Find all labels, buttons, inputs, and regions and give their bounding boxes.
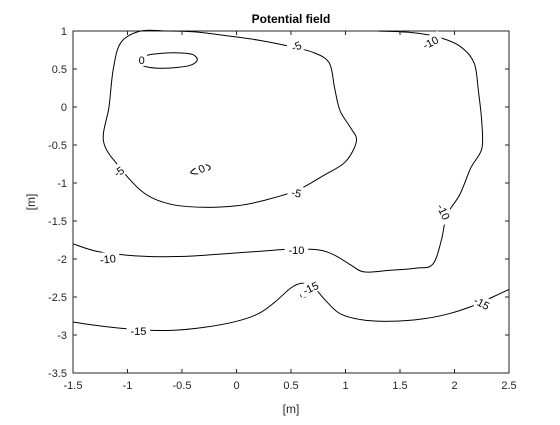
x-tick-label: -1.5 xyxy=(64,380,83,392)
contour-label-bg xyxy=(193,160,209,177)
contour-line-level-neg10 xyxy=(72,30,484,273)
y-tick-label: -2.5 xyxy=(48,292,67,304)
y-tick-label: -1.5 xyxy=(48,216,67,228)
contour-label-text: 0 xyxy=(139,55,145,67)
y-tick-label: -1 xyxy=(57,178,67,190)
contour-line-level-neg5 xyxy=(102,29,358,208)
contour-label-bg xyxy=(286,184,307,201)
x-tick-label: 0 xyxy=(233,380,239,392)
contour-label: -10 xyxy=(95,250,121,267)
x-tick-label: 2 xyxy=(451,380,457,392)
contour-label-text: -15 xyxy=(130,326,146,338)
x-tick-label: -1 xyxy=(123,380,133,392)
plot-area-frame xyxy=(72,30,510,374)
contour-label-text: 0 xyxy=(197,163,208,176)
contour-label-bg xyxy=(95,250,121,267)
contour-label-text: -5 xyxy=(290,187,302,201)
x-tick-label: 1 xyxy=(342,380,348,392)
contour-label: -5 xyxy=(285,36,307,55)
y-tick-label: 1 xyxy=(61,26,67,38)
x-tick-label: -0.5 xyxy=(173,380,192,392)
x-tick-label: 1.5 xyxy=(392,380,407,392)
contour-label-bg xyxy=(126,324,151,338)
y-axis-title: [m] xyxy=(24,194,38,211)
contour-label-bg xyxy=(285,36,307,55)
y-tick-label: -2 xyxy=(57,254,67,266)
contour-label-bg xyxy=(296,276,324,299)
y-tick-label: -3 xyxy=(57,330,67,342)
contour-label-bg xyxy=(284,242,309,256)
y-tick-label: -3.5 xyxy=(48,368,67,380)
contour-label-bg xyxy=(433,198,455,226)
contour-label-bg xyxy=(416,30,444,54)
axis-ticks: -1.5 -1 -0.5 0 0.5 1 1.5 2 2.5 1 0.5 0 -0.5 -1 -1.5 -2 -… xyxy=(48,26,517,392)
contour-label: -5 xyxy=(286,184,307,201)
y-tick-label: -0.5 xyxy=(48,140,67,152)
contour-label-text: -5 xyxy=(290,40,304,55)
contour-label: -15 xyxy=(126,324,151,338)
contour-line-level-0 xyxy=(139,52,198,69)
contour-label: 0 xyxy=(193,160,209,177)
contour-label: -10 xyxy=(284,242,309,257)
x-tick-label: 0.5 xyxy=(283,380,298,392)
y-tick-label: 0 xyxy=(61,102,67,114)
x-tick-label: 2.5 xyxy=(501,380,516,392)
chart-title: Potential field xyxy=(252,12,331,26)
contour-label-text: -10 xyxy=(99,253,116,267)
contour-label: 0 xyxy=(136,52,147,67)
y-tick-label: 0.5 xyxy=(52,64,67,76)
contour-label-bg xyxy=(107,160,130,182)
contour-label-bg xyxy=(468,291,496,314)
x-axis-title: [m] xyxy=(283,402,300,416)
contour-label-bg xyxy=(136,52,147,66)
contour-label-text: -10 xyxy=(288,245,304,257)
contour-label: -5 xyxy=(107,160,130,182)
